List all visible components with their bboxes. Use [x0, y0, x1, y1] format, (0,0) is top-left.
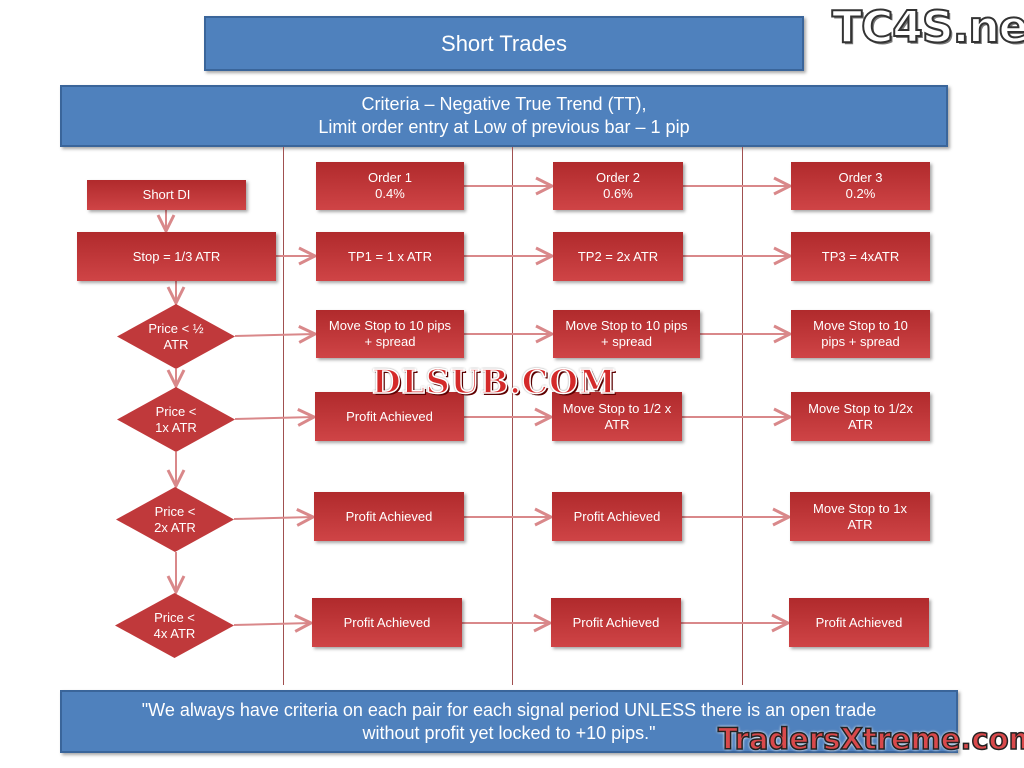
- decision-diamond: Price < 2x ATR: [116, 487, 234, 552]
- order-3-tp: TP3 = 4xATR: [791, 232, 930, 281]
- criteria-banner: Criteria – Negative True Trend (TT), Lim…: [60, 85, 948, 147]
- order-3-step: Move Stop to 10 pips + spread: [791, 310, 930, 358]
- order-3-step: Move Stop to 1/2x ATR: [791, 392, 930, 441]
- decision-diamond: Price < 4x ATR: [115, 593, 234, 658]
- order-3-step: Profit Achieved: [789, 598, 929, 647]
- footer-banner: "We always have criteria on each pair fo…: [60, 690, 958, 753]
- order-1-step: Move Stop to 10 pips + spread: [316, 310, 464, 358]
- order-1-tp: TP1 = 1 x ATR: [316, 232, 464, 281]
- order-1-step: Profit Achieved: [312, 598, 462, 647]
- order-2-step: Move Stop to 1/2 x ATR: [552, 392, 682, 441]
- order-1-step: Profit Achieved: [314, 492, 464, 541]
- order-1-step: Profit Achieved: [315, 392, 464, 441]
- order-2-tp: TP2 = 2x ATR: [553, 232, 683, 281]
- stop-box: Stop = 1/3 ATR: [77, 232, 276, 281]
- criteria-line1: Criteria – Negative True Trend (TT),: [361, 94, 647, 114]
- dlsub-watermark: DLSUB.COM: [371, 361, 617, 402]
- order-1-header: Order 1 0.4%: [316, 162, 464, 210]
- footer-line1: "We always have criteria on each pair fo…: [141, 699, 877, 720]
- order-3-step: Move Stop to 1x ATR: [790, 492, 930, 541]
- order-3-header: Order 3 0.2%: [791, 162, 930, 210]
- decision-diamond: Price < 1x ATR: [117, 387, 235, 452]
- footer-line2: without profit yet locked to +10 pips.": [362, 722, 656, 743]
- column-divider: [283, 147, 284, 685]
- short-di-box: Short DI: [87, 180, 246, 210]
- criteria-line2: Limit order entry at Low of previous bar…: [318, 117, 690, 137]
- page-title: Short Trades: [204, 16, 804, 71]
- order-2-step: Move Stop to 10 pips + spread: [553, 310, 700, 358]
- order-2-header: Order 2 0.6%: [553, 162, 683, 210]
- tc4s-logo: TC4S.net: [831, 1, 1024, 54]
- decision-diamond: Price < ½ ATR: [117, 304, 235, 369]
- order-2-step: Profit Achieved: [551, 598, 681, 647]
- tradersxtreme-watermark: TradersXtreme.com: [717, 721, 1024, 757]
- order-2-step: Profit Achieved: [552, 492, 682, 541]
